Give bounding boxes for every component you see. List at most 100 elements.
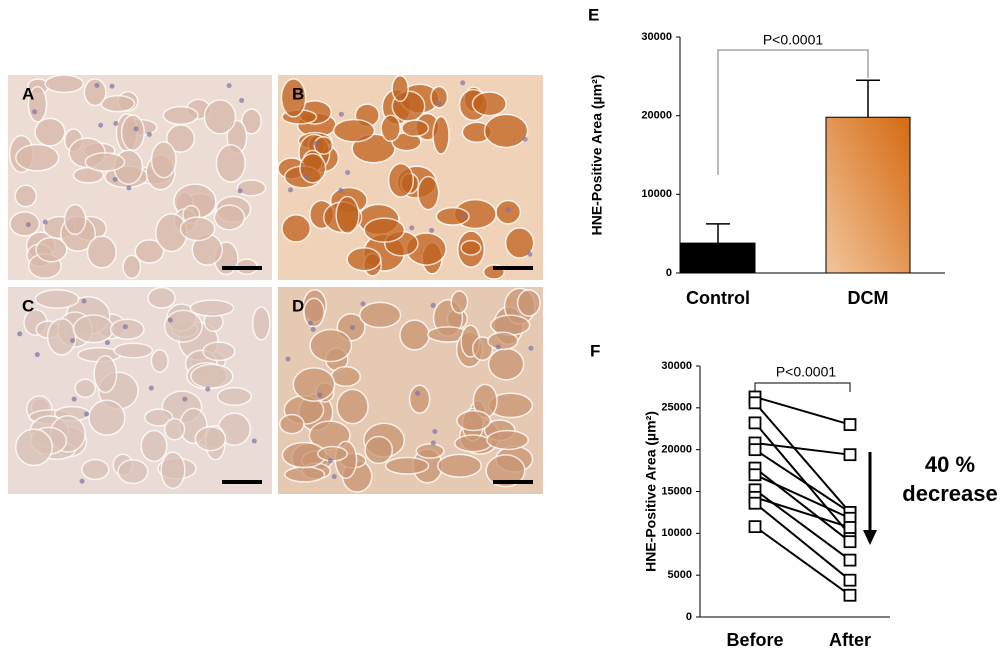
cell	[86, 235, 117, 269]
cell	[430, 85, 449, 109]
nucleus	[104, 340, 110, 346]
cell	[122, 254, 142, 280]
cell	[401, 119, 430, 137]
nucleus	[239, 97, 245, 103]
nucleus	[429, 227, 435, 233]
cell	[299, 152, 327, 184]
cell	[317, 445, 349, 462]
note: 40 %	[925, 452, 975, 477]
micrograph: A	[8, 74, 272, 280]
nucleus	[432, 428, 438, 434]
cell	[435, 206, 470, 226]
subject-line	[754, 402, 851, 514]
subject-line	[754, 395, 851, 426]
nucleus	[349, 325, 355, 331]
cell	[456, 410, 492, 432]
cell	[485, 454, 526, 488]
nucleus	[98, 122, 104, 128]
cell	[88, 399, 126, 436]
data-point	[748, 468, 762, 482]
nucleus	[84, 411, 90, 417]
bar	[680, 242, 756, 274]
y-tick-label: 30000	[641, 31, 672, 43]
y-tick-label: 5000	[668, 569, 692, 581]
cell	[335, 195, 360, 235]
cell	[117, 458, 149, 485]
cell	[251, 306, 271, 341]
cell	[236, 179, 267, 197]
data-point	[748, 520, 762, 534]
micrograph: C	[8, 286, 272, 494]
nucleus	[109, 83, 115, 89]
cell	[460, 239, 482, 256]
nucleus	[313, 140, 319, 146]
y-tick-label: 20000	[661, 444, 692, 456]
cell	[483, 113, 529, 149]
cell	[74, 378, 97, 399]
subject-line	[754, 489, 851, 561]
panel-label: D	[292, 296, 304, 315]
cell	[34, 289, 80, 309]
nucleus	[113, 121, 119, 127]
cell	[147, 286, 176, 309]
subject-line	[754, 502, 851, 581]
annotation: P<0.0001	[776, 364, 837, 380]
cell	[281, 214, 312, 243]
data-point	[843, 588, 857, 602]
nucleus	[436, 100, 442, 106]
cell	[471, 91, 507, 117]
y-tick-label: 10000	[641, 188, 672, 200]
cell	[81, 458, 110, 481]
nucleus	[338, 111, 344, 117]
cell	[453, 434, 492, 453]
nucleus	[505, 207, 511, 213]
cell	[93, 355, 118, 394]
subject-line	[754, 441, 851, 456]
nucleus	[360, 301, 366, 307]
nucleus	[79, 478, 85, 484]
cell	[162, 105, 199, 126]
nucleus	[237, 188, 243, 194]
y-tick-label: 10000	[661, 527, 692, 539]
cell	[387, 162, 415, 198]
cell	[380, 114, 401, 142]
nucleus	[307, 320, 313, 326]
cell	[194, 426, 227, 452]
nucleus	[527, 251, 533, 257]
panel-label: E	[588, 5, 599, 24]
nucleus	[226, 83, 232, 89]
cell	[215, 143, 246, 183]
nucleus	[460, 80, 466, 86]
cell	[504, 227, 535, 259]
nucleus	[251, 438, 257, 444]
cell	[163, 309, 203, 343]
cell	[35, 236, 68, 263]
nucleus	[71, 396, 77, 402]
nucleus	[133, 126, 139, 132]
note: decrease	[902, 481, 997, 506]
nucleus	[310, 326, 316, 332]
cell	[213, 204, 246, 231]
nucleus	[338, 187, 344, 193]
arrow-head	[863, 530, 877, 545]
nucleus	[205, 386, 211, 392]
nucleus	[148, 385, 154, 391]
cell	[303, 297, 325, 328]
panel-label: B	[292, 84, 304, 103]
y-tick-label: 0	[686, 611, 692, 623]
nucleus	[287, 187, 293, 193]
y-axis-label: HNE-Positive Area (µm²)	[643, 411, 659, 572]
nucleus	[415, 390, 421, 396]
nucleus	[81, 298, 87, 304]
nucleus	[32, 109, 38, 115]
nucleus	[460, 212, 466, 218]
cell	[391, 74, 409, 103]
cell	[15, 143, 60, 172]
cell	[34, 117, 66, 147]
panel-label: C	[22, 296, 34, 315]
cell	[109, 318, 145, 341]
cell	[358, 301, 402, 329]
cell	[179, 216, 216, 242]
data-point	[843, 535, 857, 549]
